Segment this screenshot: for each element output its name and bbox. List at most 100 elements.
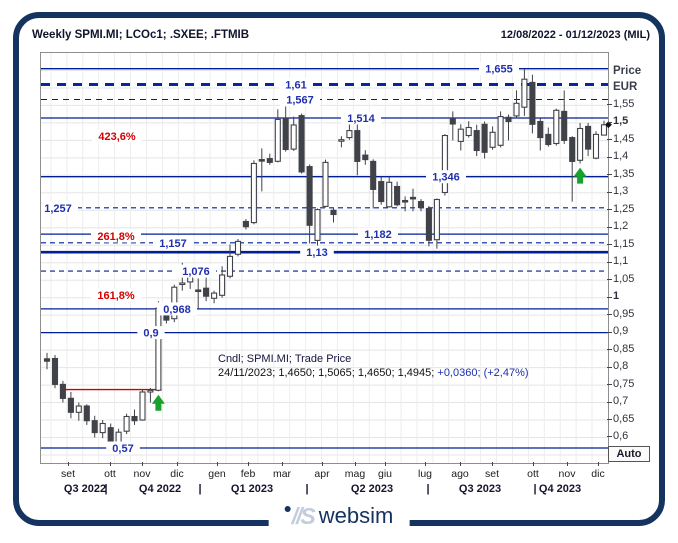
candle[interactable] (473, 124, 480, 157)
candle[interactable] (402, 196, 409, 212)
price-tick (607, 332, 612, 333)
price-tick-label: 1,4 (613, 150, 629, 162)
candle[interactable] (195, 278, 202, 309)
candle[interactable] (505, 114, 512, 141)
time-tick (282, 462, 283, 466)
month-label: dic (170, 468, 184, 480)
candle[interactable] (545, 127, 552, 147)
price-tick-label: 1,15 (613, 238, 635, 250)
price-level-label: 1,655 (485, 64, 513, 76)
price-tick (607, 419, 612, 420)
quarter-label: Q1 2023 (230, 483, 274, 495)
candle[interactable] (425, 206, 432, 247)
candle[interactable] (465, 121, 472, 138)
signal-arrows (151, 167, 587, 411)
candle[interactable] (91, 415, 98, 438)
time-tick (142, 462, 143, 466)
month-label: mar (272, 468, 292, 480)
candle[interactable] (386, 177, 393, 208)
quarter-separator: | (305, 483, 309, 495)
candle[interactable] (394, 181, 401, 207)
candle[interactable] (306, 164, 313, 244)
candle[interactable] (43, 352, 51, 370)
candle[interactable] (219, 266, 226, 298)
candle[interactable] (75, 402, 82, 421)
candle[interactable] (330, 207, 337, 223)
up-arrow-icon (573, 167, 587, 184)
candle[interactable] (489, 126, 496, 150)
logo-wordmark: websim (318, 503, 394, 528)
candle[interactable] (51, 355, 59, 389)
price-level-label: 1,076 (182, 266, 210, 278)
price-level-label: 0,968 (163, 304, 191, 316)
candle[interactable] (338, 136, 345, 148)
candle[interactable] (521, 68, 528, 116)
candle[interactable] (298, 113, 305, 174)
candle[interactable] (147, 387, 154, 403)
month-label: nov (558, 468, 576, 480)
candle[interactable] (417, 199, 425, 212)
candle[interactable] (354, 120, 361, 176)
chart-date-range: 12/08/2022 - 01/12/2023 (MIL) (500, 29, 650, 41)
candle[interactable] (585, 122, 592, 157)
candle[interactable] (592, 131, 600, 160)
up-arrow-icon (151, 394, 165, 411)
time-tick (460, 462, 461, 466)
candle[interactable] (370, 159, 377, 209)
candle[interactable] (266, 153, 273, 165)
candle[interactable] (250, 160, 257, 225)
candle[interactable] (569, 136, 576, 202)
price-axis-currency: EUR (613, 81, 638, 93)
month-label: mag (344, 468, 366, 480)
fibonacci-label: 161,8% (97, 290, 135, 302)
candle[interactable] (314, 208, 321, 246)
candlestick-chart[interactable]: 1,655 1,61 1,567 1,514 1,346 1,257 1,182 1,157 1… (41, 53, 608, 463)
candle[interactable] (242, 219, 249, 230)
candle[interactable] (600, 120, 608, 136)
candle[interactable] (59, 380, 66, 403)
candle[interactable] (441, 134, 448, 196)
month-label: ott (527, 468, 539, 480)
candle[interactable] (513, 90, 520, 119)
candle[interactable] (433, 198, 440, 249)
candle[interactable] (529, 74, 536, 134)
candle[interactable] (537, 118, 544, 151)
candle[interactable] (457, 124, 464, 151)
candle[interactable] (290, 116, 297, 151)
candle[interactable] (226, 244, 234, 279)
candle[interactable] (234, 239, 242, 257)
legend-change: +0,0360; (+2,47%) (437, 367, 529, 379)
candle[interactable] (258, 148, 265, 192)
auto-scale-button[interactable]: Auto (608, 446, 650, 462)
candle[interactable] (99, 420, 106, 439)
price-level-label: 1,13 (306, 247, 327, 259)
price-tick-label: 0,75 (613, 378, 635, 390)
candle[interactable] (282, 106, 289, 152)
candle[interactable] (449, 111, 456, 141)
price-tick-label: 0,85 (613, 343, 635, 355)
plot-area[interactable]: 1,655 1,61 1,567 1,514 1,346 1,257 1,182 1,157 1… (40, 52, 609, 464)
candle[interactable] (481, 121, 488, 159)
candle[interactable] (561, 90, 568, 144)
candle[interactable] (123, 413, 130, 434)
candle[interactable] (274, 109, 281, 163)
price-tick-label: 1 (613, 290, 620, 302)
candle[interactable] (131, 409, 138, 425)
month-label: ott (104, 468, 116, 480)
candle[interactable] (378, 176, 385, 205)
candle[interactable] (322, 159, 329, 208)
candle[interactable] (139, 389, 146, 421)
candle[interactable] (497, 111, 504, 148)
price-tick (607, 192, 612, 193)
candle[interactable] (211, 290, 218, 304)
candle[interactable] (577, 122, 584, 164)
quarter-separator: | (426, 483, 430, 495)
legend: Cndl; SPMI.MI; Trade Price 24/11/2023; 1… (218, 352, 529, 380)
candle[interactable] (362, 150, 369, 165)
candle[interactable] (409, 188, 417, 212)
candle[interactable] (83, 404, 90, 425)
candle[interactable] (553, 108, 560, 146)
websim-logo: //S websim (268, 503, 410, 529)
price-tick (607, 174, 612, 175)
candle[interactable] (67, 392, 74, 419)
